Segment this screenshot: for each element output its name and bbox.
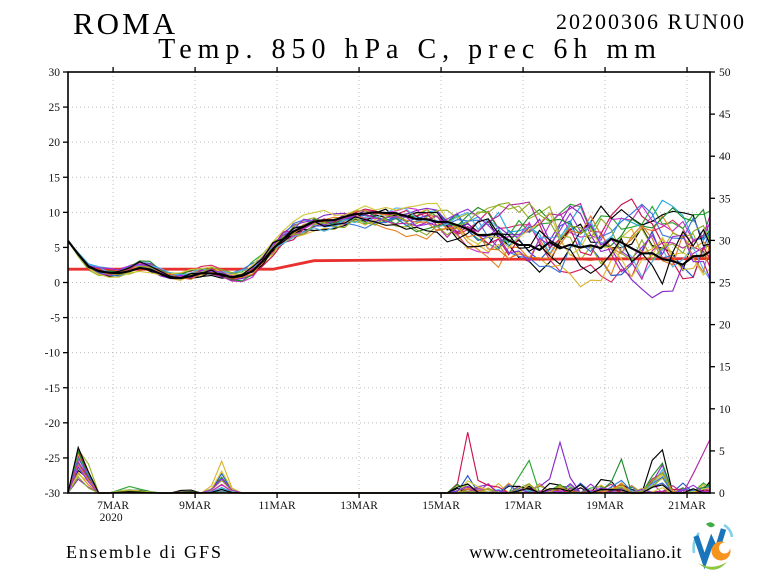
- left-axis-tick-label: -10: [45, 348, 61, 360]
- temp-member-line: [67, 203, 711, 278]
- right-axis-tick-label: 20: [719, 320, 731, 332]
- date-tick-label: 15MAR: [422, 500, 460, 512]
- date-tick-label: 7MAR: [97, 500, 129, 512]
- left-axis-tick-label: -30: [45, 488, 61, 500]
- right-axis-tick-label: 10: [719, 404, 731, 416]
- year-label: 2020: [100, 512, 123, 524]
- date-tick-label: 11MAR: [258, 500, 296, 512]
- left-axis-tick-label: -15: [45, 383, 61, 395]
- chart-subtitle: Temp. 850 hPa C, prec 6h mm: [158, 34, 662, 65]
- logo-swoosh-icon: [698, 562, 727, 570]
- centro-meteo-italiano-logo-icon: [692, 522, 733, 570]
- left-axis-tick-label: -25: [45, 453, 61, 465]
- ensemble-mean-line: [67, 211, 711, 280]
- left-axis-tick-label: 15: [49, 172, 61, 184]
- logo-arc-left-icon: [692, 532, 700, 554]
- website-link[interactable]: www.centrometeoitaliano.it: [469, 542, 682, 562]
- left-axis-tick-label: -5: [50, 313, 60, 325]
- ensemble-mean-temp-line: [67, 211, 711, 280]
- grid: [68, 72, 710, 493]
- axes: [63, 67, 715, 498]
- date-tick-label: 9MAR: [179, 500, 211, 512]
- temperature-lines-over: [67, 198, 711, 286]
- right-axis-tick-label: 25: [719, 278, 731, 290]
- left-axis-tick-label: 5: [54, 242, 60, 254]
- right-axis-tick-label: 5: [719, 446, 725, 458]
- temp-member-line: [67, 202, 711, 279]
- right-axis-tick-label: 35: [719, 193, 731, 205]
- logo-arc-right-icon: [723, 523, 733, 538]
- right-axis-tick-label: 30: [719, 235, 731, 247]
- station-title: ROMA: [73, 6, 179, 41]
- axis-labels: 302520151050-5-10-15-20-25-3050454035302…: [45, 67, 731, 524]
- logo-sun-bite-icon: [719, 542, 730, 554]
- left-axis-tick-label: 30: [49, 67, 61, 79]
- temp-member-line: [67, 216, 711, 286]
- date-tick-label: 19MAR: [586, 500, 624, 512]
- model-label: Ensemble di GFS: [66, 542, 224, 562]
- date-tick-label: 21MAR: [668, 500, 706, 512]
- left-axis-tick-label: 0: [54, 278, 60, 290]
- left-axis-tick-label: 25: [49, 102, 61, 114]
- date-tick-label: 17MAR: [504, 500, 542, 512]
- left-axis-tick-label: 20: [49, 137, 61, 149]
- logo-leaf-icon: [706, 522, 715, 528]
- precipitation-lines: [67, 432, 711, 494]
- right-axis-tick-label: 50: [719, 67, 731, 79]
- right-axis-tick-label: 15: [719, 362, 731, 374]
- date-tick-label: 13MAR: [340, 500, 378, 512]
- right-axis-tick-label: 45: [719, 109, 731, 121]
- left-axis-tick-label: -20: [45, 418, 61, 430]
- right-axis-tick-label: 40: [719, 151, 731, 163]
- precip-member-line: [67, 452, 711, 494]
- run-label: 20200306 RUN00: [556, 9, 746, 34]
- right-axis-tick-label: 0: [719, 488, 725, 500]
- left-axis-tick-label: 10: [49, 207, 61, 219]
